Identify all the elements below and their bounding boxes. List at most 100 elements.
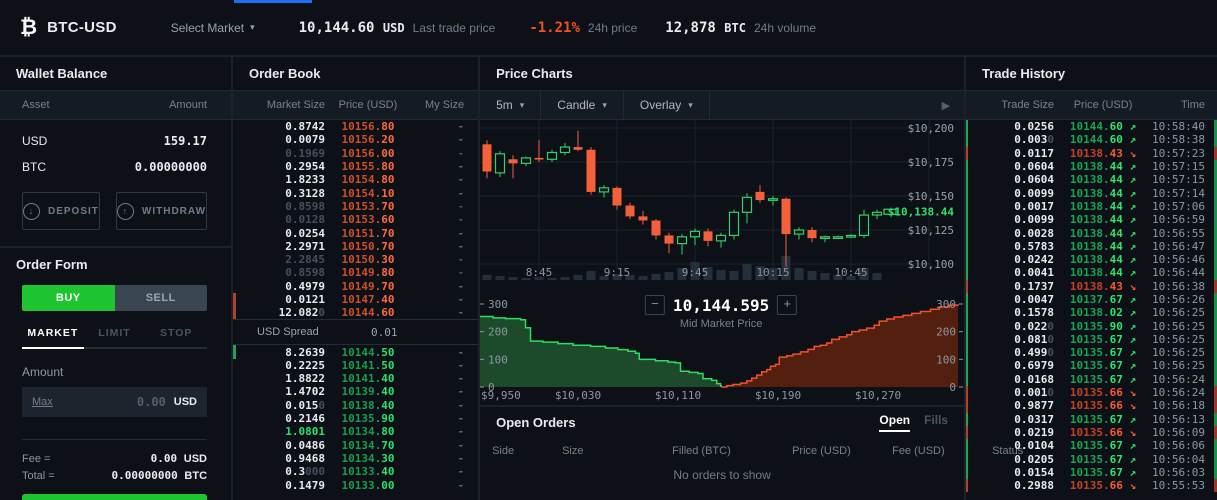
col-my-size: My Size [425,99,465,111]
order-book-ask-row[interactable]: 1.8233 10154.80- [285,173,465,187]
open-orders-col: Price (USD) [792,445,851,457]
sell-tab[interactable]: SELL [114,285,208,311]
trade-row: 0.0028 10138.44 ↗ 10:56:55 [966,226,1217,240]
max-link[interactable]: Max [32,396,53,408]
order-type-tabs: MARKET LIMIT STOP [22,327,208,349]
order-book-panel: Order Book Market Size Price (USD) My Si… [232,57,479,500]
order-book-ask-row[interactable]: 0.0128 10153.60- [285,213,465,227]
trade-row: 0.0220 10135.90 ↗ 10:56:25 [966,319,1217,334]
chart-toolbar: 5m ▾ Candle ▾ Overlay ▾ ▶ [480,90,965,120]
tab-fills[interactable]: Fills [924,413,949,427]
order-book-ask-row[interactable]: 0.8742 10156.80- [285,120,465,134]
trade-row: 0.0810 10135.67 ↗ 10:56:25 [966,332,1217,347]
order-book-bid-row[interactable]: 1.0801 10134.80- [285,425,465,439]
open-orders-section: Open Orders Open Fills Side Size Filled (B… [480,405,1023,500]
order-book-ask-row[interactable]: 0.4979 10149.70- [285,279,465,293]
zoom-out-button[interactable]: − [644,295,665,315]
overlay-dropdown[interactable]: Overlay ▾ [624,91,710,119]
tab-stop[interactable]: STOP [159,327,193,339]
play-icon[interactable]: ▶ [941,99,951,112]
tab-limit[interactable]: LIMIT [98,327,131,339]
trade-row: 0.0604 10138.44 ↗ 10:57:15 [966,173,1217,187]
tab-market[interactable]: MARKET [22,327,84,349]
order-book-ask-row[interactable]: 0.0254 10151.70- [285,226,465,240]
total-row: Total = 0.00000000 BTC [22,469,208,482]
order-book-bid-row[interactable]: 0.0486 10134.70- [285,438,465,452]
trade-row: 0.0104 10135.67 ↗ 10:56:06 [966,439,1217,453]
order-book-bid-row[interactable]: 1.4702 10139.40- [285,385,465,399]
price-charts-title: Price Charts [496,66,573,81]
trade-row: 0.0099 10138.44 ↗ 10:57:14 [966,186,1217,201]
svg-text:200: 200 [936,326,956,339]
trade-row: 0.4990 10135.67 ↗ 10:56:25 [966,346,1217,360]
withdraw-button[interactable]: ↑ WITHDRAW [115,192,208,230]
order-book-ask-row[interactable]: 0.8598 10153.70- [285,199,465,213]
order-book-columns: Market Size Price (USD) My Size [232,90,479,120]
order-book-bid-row[interactable]: 1.8822 10141.40- [285,372,465,386]
open-orders-title: Open Orders [496,415,576,430]
wallet-col-amount: Amount [169,99,208,111]
svg-text:10:45: 10:45 [835,266,868,279]
trade-row: 0.0099 10138.44 ↗ 10:56:59 [966,213,1217,227]
select-market-dropdown[interactable]: Select Market ▾ [171,21,255,35]
wallet-row-usd: USD 159.17 [0,128,231,154]
order-book-ask-row[interactable]: 2.2845 10150.30- [285,253,465,267]
order-book-bid-row[interactable]: 0.2225 10141.50- [285,358,465,372]
order-form: Order Form BUY SELL MARKET LIMIT STOP Am… [0,248,231,500]
depth-chart-area[interactable]: − 10,144.595 + Mid Market Price 0 0 100 100… [480,287,964,405]
trade-row: 0.2988 10135.66 ↘ 10:55:53 [966,479,1217,493]
tab-open[interactable]: Open [879,413,911,432]
svg-text:$10,175: $10,175 [908,156,954,169]
trades-list: 0.0256 10144.60 ↗ 10:58:40 0.0030 10144.60 ↗… [966,120,1217,493]
buy-tab[interactable]: BUY [22,285,115,311]
svg-text:0: 0 [949,381,956,394]
order-book-ask-row[interactable]: 0.8598 10149.80- [285,266,465,280]
svg-text:9:15: 9:15 [604,266,631,279]
order-book-ask-row[interactable]: 0.0121 10147.40- [232,292,478,307]
trade-row: 0.0219 10135.66 ↘ 10:56:09 [966,425,1217,440]
order-book-bid-row[interactable]: 0.9468 10134.30- [285,451,465,465]
candlestick-chart-area[interactable]: $10,200 $10,175 $10,150 $10,125 $10,100 $10,1… [480,120,964,287]
spread-value: 0.01 [370,325,398,339]
order-book-bid-row[interactable]: 0.0150 10138.40- [285,398,465,412]
candlestick-chart: $10,200 $10,175 $10,150 $10,125 $10,100 $10,1… [480,120,954,280]
trade-row: 0.1578 10138.02 ↗ 10:56:25 [966,306,1217,320]
select-market-label: Select Market [170,20,245,35]
svg-text:$9,950: $9,950 [481,389,521,402]
svg-text:$10,270: $10,270 [855,389,901,402]
order-book-ask-row[interactable]: 0.1969 10156.00- [285,146,465,160]
divider [0,246,232,248]
amount-value: 0.00 [136,395,166,409]
order-book-ask-row[interactable]: 0.2954 10155.80- [285,160,465,174]
arrow-up-circle-icon: ↑ [116,202,134,220]
chart-type-dropdown[interactable]: Candle ▾ [541,91,624,119]
order-book-bid-row[interactable]: 0.3000 10133.40- [285,465,465,479]
place-order-button[interactable] [22,494,208,500]
zoom-in-button[interactable]: + [777,295,798,315]
svg-text:0: 0 [488,381,495,394]
svg-text:$10,125: $10,125 [908,224,954,237]
left-panel: Wallet Balance Asset Amount USD 159.17 B… [0,57,232,500]
trade-row: 0.0154 10135.67 ↗ 10:56:03 [966,465,1217,480]
order-book-bid-row[interactable]: 8.2639 10144.50- [232,345,478,360]
spread-label: USD Spread [256,326,319,339]
order-book-ask-row[interactable]: 0.3128 10154.10- [285,186,465,200]
interval-dropdown[interactable]: 5m ▾ [480,91,542,119]
trade-row: 0.0317 10135.67 ↗ 10:56:13 [966,412,1217,427]
deposit-button[interactable]: ↓ DEPOSIT [22,192,100,230]
trade-row: 0.0168 10135.67 ↗ 10:56:24 [966,372,1217,387]
open-orders-col: Side [492,445,515,457]
pair-title: BTC-USD [47,19,117,36]
order-book-bid-row[interactable]: 0.2146 10135.90- [285,412,465,426]
amount-input[interactable]: Max 0.00 USD [22,387,208,417]
order-book-bid-row[interactable]: 0.1479 10133.00- [285,478,465,492]
order-book-ask-row[interactable]: 0.0079 10156.20- [285,133,465,147]
order-book-ask-row[interactable]: 12.0820 10144.60- [232,306,478,320]
asks-list: 0.8742 10156.80-0.0079 10156.20-0.1969 1015… [232,120,478,320]
svg-text:8:45: 8:45 [526,266,553,279]
wallet-col-asset: Asset [22,99,50,111]
svg-text:10:15: 10:15 [757,266,790,279]
svg-text:$10,110: $10,110 [655,389,701,402]
trade-history-panel: Trade History Trade Size Price (USD) Tim… [966,57,1217,500]
order-book-ask-row[interactable]: 2.2971 10150.70- [285,239,465,253]
